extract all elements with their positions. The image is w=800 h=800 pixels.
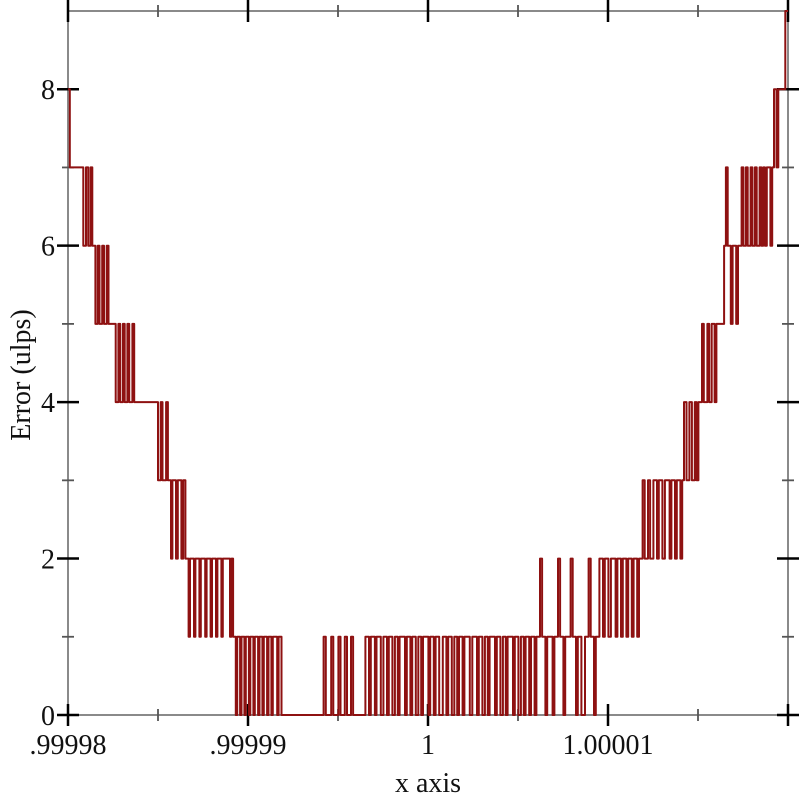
y-tick-label: 2 (41, 545, 55, 576)
error-line-series (68, 10, 788, 716)
y-tick-label: 8 (41, 75, 55, 106)
x-tick-label: 1 (421, 730, 435, 761)
plot-border (67, 10, 789, 716)
tick-labels: .99998 .99999 1 1.00001 0 2 4 6 8 (30, 75, 654, 761)
x-axis-label: x axis (395, 768, 461, 799)
y-tick-label: 6 (41, 232, 55, 263)
minor-ticks (62, 5, 794, 721)
y-axis-label: Error (ulps) (6, 309, 37, 440)
x-tick-label: .99998 (30, 730, 107, 761)
x-tick-label: .99999 (210, 730, 287, 761)
major-ticks (57, 0, 799, 726)
y-tick-label: 0 (41, 701, 55, 732)
y-tick-label: 4 (41, 388, 55, 419)
x-tick-label: 1.00001 (563, 730, 654, 761)
